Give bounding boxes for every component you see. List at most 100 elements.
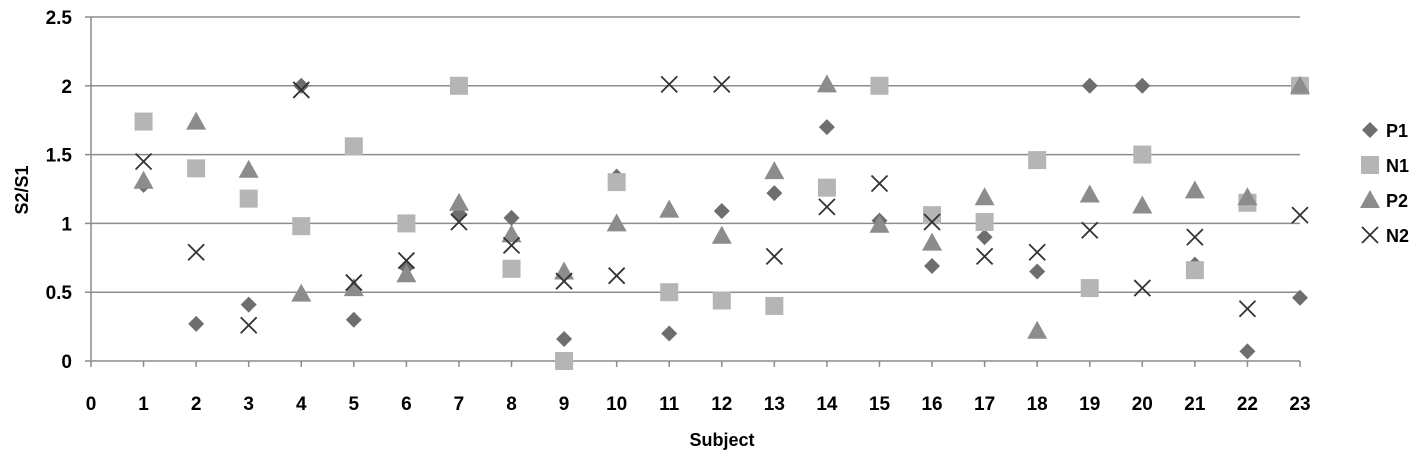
y-axis-title: S2/S1	[12, 165, 32, 214]
point-p2	[186, 111, 207, 130]
point-n2	[975, 247, 994, 266]
legend-label-p1: P1	[1386, 121, 1408, 141]
point-p1	[713, 203, 730, 220]
x-tick-label: 22	[1237, 394, 1258, 415]
point-n1	[870, 76, 889, 95]
x-tick-label: 23	[1289, 394, 1310, 415]
axes	[85, 16, 1301, 367]
point-n2	[240, 316, 258, 334]
point-n1	[1185, 261, 1204, 280]
x-tick-label: 18	[1027, 394, 1048, 415]
point-n2	[134, 152, 153, 171]
point-n2	[765, 247, 783, 266]
point-p1	[1292, 289, 1308, 306]
point-n1	[134, 112, 153, 131]
x-tick-label: 10	[606, 394, 627, 415]
point-n2	[713, 75, 731, 94]
point-p2	[922, 232, 943, 251]
point-n1	[975, 213, 994, 232]
legend-marker-p2	[1360, 190, 1380, 208]
point-p1	[1081, 77, 1098, 94]
point-p2	[1237, 187, 1258, 206]
point-p2	[606, 213, 627, 232]
point-p2	[1079, 184, 1100, 203]
y-tick-label: 2.5	[46, 8, 73, 29]
point-p2	[816, 74, 837, 93]
point-p1	[976, 229, 993, 246]
x-tick-label: 21	[1184, 394, 1206, 415]
legend: P1 N1 P2 N2	[1360, 121, 1409, 246]
point-n2	[660, 75, 678, 94]
point-n2	[345, 273, 363, 292]
y-tick-label: 2	[61, 77, 72, 98]
point-n1	[765, 296, 784, 315]
point-p1	[924, 258, 941, 275]
point-p2	[396, 264, 417, 283]
point-n2	[397, 251, 416, 270]
legend-label-n2: N2	[1386, 226, 1409, 246]
point-p1	[1239, 343, 1256, 360]
point-p2	[869, 214, 890, 233]
point-p2	[554, 261, 575, 280]
point-p1	[503, 209, 520, 226]
point-p2	[764, 161, 785, 180]
y-tick-label: 0	[61, 352, 72, 373]
point-n1	[660, 283, 679, 302]
x-tick-label: 17	[974, 394, 995, 415]
point-n1	[239, 189, 258, 208]
point-p2	[238, 159, 259, 178]
point-p2	[133, 170, 154, 189]
point-n2	[1081, 221, 1099, 239]
point-n2	[292, 81, 310, 99]
x-tick-label: 12	[711, 394, 732, 415]
point-n2	[870, 174, 889, 193]
y-tick-label: 0.5	[46, 283, 73, 304]
y-tick-label: 1	[61, 214, 72, 235]
y-tick-label: 1.5	[46, 146, 73, 167]
x-tick-label: 15	[869, 394, 891, 415]
point-n1	[292, 217, 311, 236]
point-p1	[1029, 263, 1046, 280]
point-n1	[449, 76, 468, 95]
point-n2	[1028, 243, 1046, 261]
point-p2	[448, 192, 469, 211]
point-p2	[1132, 195, 1153, 214]
point-p1	[240, 296, 257, 313]
x-tick-label: 13	[764, 394, 785, 415]
point-n1	[1028, 151, 1047, 170]
point-p1	[188, 315, 205, 332]
x-tick-label: 16	[921, 394, 942, 415]
legend-marker-p1	[1362, 122, 1378, 138]
x-tick-label: 5	[349, 394, 360, 415]
point-p2	[343, 278, 364, 297]
point-n1	[607, 173, 626, 192]
data-points	[133, 74, 1310, 370]
point-p1	[766, 185, 783, 202]
point-n2	[555, 272, 573, 290]
point-p2	[1290, 75, 1310, 94]
x-tick-label: 1	[138, 394, 149, 415]
point-p2	[291, 283, 312, 302]
point-p1	[1134, 77, 1151, 94]
point-n1	[555, 352, 574, 370]
point-n1	[344, 137, 363, 156]
point-n1	[502, 259, 521, 278]
point-n1	[712, 291, 731, 310]
point-n2	[1238, 300, 1257, 318]
point-p1	[661, 325, 678, 342]
x-tick-label: 9	[559, 394, 570, 415]
x-tick-label: 19	[1079, 394, 1100, 415]
point-n1	[817, 178, 836, 197]
point-n2	[923, 213, 941, 231]
point-n2	[1186, 228, 1204, 246]
point-n1	[923, 206, 942, 225]
point-n1	[1133, 145, 1152, 164]
point-n2	[1291, 206, 1309, 224]
x-tick-label: 6	[401, 394, 412, 415]
gridlines	[91, 16, 1300, 293]
point-p2	[501, 224, 522, 243]
point-n2	[187, 243, 205, 261]
point-n1	[1080, 279, 1099, 298]
point-n2	[818, 198, 836, 216]
